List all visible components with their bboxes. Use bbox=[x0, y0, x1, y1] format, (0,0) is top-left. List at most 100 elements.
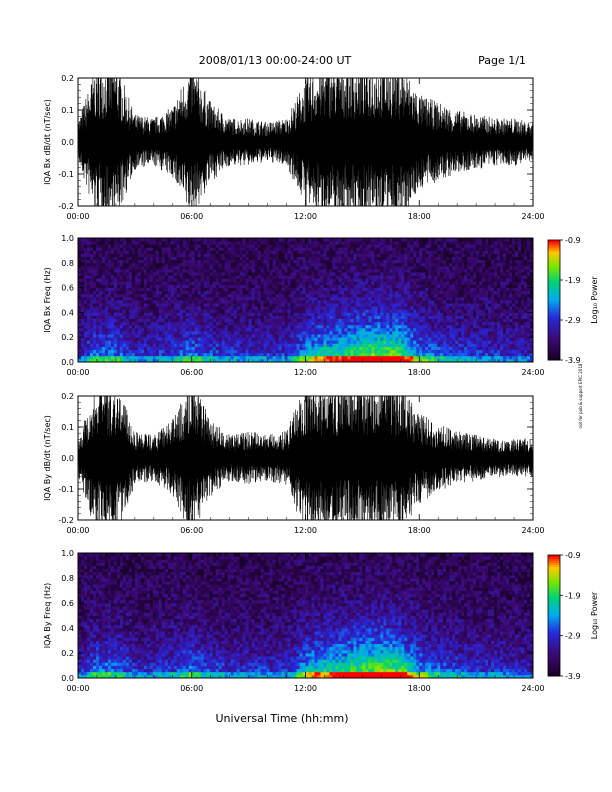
spectrogram-cell bbox=[413, 312, 417, 316]
spectrogram-cell bbox=[101, 349, 106, 354]
spectrogram-cell bbox=[356, 309, 360, 313]
spectrogram-cell bbox=[179, 349, 184, 354]
spectrogram-cell bbox=[332, 272, 336, 276]
spectrogram-cell bbox=[317, 244, 321, 248]
spectrogram-cell bbox=[188, 287, 193, 292]
spectrogram-cell bbox=[392, 290, 396, 295]
spectrogram-cell bbox=[419, 241, 423, 245]
spectrogram-cell bbox=[323, 349, 327, 354]
spectrogram-cell bbox=[419, 331, 423, 335]
spectrogram-cell bbox=[215, 250, 220, 254]
spectrogram-cell bbox=[185, 337, 190, 341]
spectrogram-cell bbox=[350, 290, 354, 295]
spectrogram-cell bbox=[167, 296, 172, 301]
spectrogram-cell bbox=[209, 244, 214, 248]
spectrogram-cell bbox=[80, 290, 85, 295]
spectrogram-cell bbox=[269, 259, 273, 264]
spectrogram-cell bbox=[128, 290, 133, 295]
spectrogram-cell bbox=[218, 315, 223, 319]
spectrogram-cell bbox=[350, 349, 354, 354]
spectrogram-cell bbox=[200, 253, 205, 257]
spectrogram-cell bbox=[353, 352, 357, 357]
spectrogram-cell bbox=[170, 331, 175, 335]
spectrogram-cell bbox=[251, 296, 256, 301]
spectrogram-cell bbox=[248, 327, 253, 332]
spectrogram-cell bbox=[110, 321, 115, 326]
spectrogram-cell bbox=[434, 278, 438, 282]
spectrogram-cell bbox=[314, 238, 318, 242]
spectrogram-cell bbox=[344, 343, 348, 347]
spectrogram-cell bbox=[182, 346, 187, 350]
spectrogram-cell bbox=[326, 349, 330, 354]
spectrogram-cell bbox=[347, 272, 351, 276]
spectrogram-cell bbox=[386, 315, 390, 319]
spectrogram-cell bbox=[320, 269, 324, 273]
spectrogram-cell bbox=[263, 262, 267, 267]
spectrogram-cell bbox=[407, 334, 411, 338]
spectrogram-cell bbox=[230, 262, 235, 267]
spectrogram-cell bbox=[392, 343, 396, 347]
spectrogram-cell bbox=[407, 331, 411, 335]
spectrogram-cell bbox=[374, 250, 378, 254]
spectrogram-cell bbox=[128, 262, 133, 267]
spectrogram-cell bbox=[227, 309, 232, 313]
spectrogram-cell bbox=[350, 259, 354, 264]
spectrogram-cell bbox=[407, 296, 411, 301]
spectrogram-cell bbox=[98, 250, 103, 254]
spectrogram-cell bbox=[419, 265, 423, 270]
spectrogram-cell bbox=[275, 296, 279, 301]
spectrogram-cell bbox=[224, 241, 229, 245]
spectrogram-cell bbox=[395, 238, 399, 242]
spectrogram-cell bbox=[146, 241, 151, 245]
spectrogram-cell bbox=[203, 250, 208, 254]
spectrogram-cell bbox=[341, 275, 345, 279]
spectrogram-cell bbox=[101, 256, 106, 261]
spectrogram-cell bbox=[164, 352, 169, 357]
spectrogram-cell bbox=[386, 340, 390, 344]
spectrogram-cell bbox=[98, 318, 103, 323]
spectrogram-cell bbox=[269, 247, 273, 251]
spectrogram-cell bbox=[224, 312, 229, 316]
spectrogram-cell bbox=[206, 321, 211, 326]
spectrogram-cell bbox=[398, 269, 402, 273]
spectrogram-cell bbox=[377, 337, 381, 341]
spectrogram-cell bbox=[107, 244, 112, 248]
spectrogram-cell bbox=[152, 256, 157, 261]
spectrogram-cell bbox=[293, 256, 297, 261]
spectrogram-cell bbox=[332, 265, 336, 270]
spectrogram-cell bbox=[335, 262, 339, 267]
spectrogram-cell bbox=[143, 346, 148, 350]
spectrogram-cell bbox=[185, 349, 190, 354]
spectrogram-cell bbox=[419, 259, 423, 264]
spectrogram-cell bbox=[443, 331, 447, 335]
spectrogram-cell bbox=[212, 238, 217, 242]
spectrogram-cell bbox=[143, 284, 148, 288]
spectrogram-cell bbox=[257, 244, 261, 248]
spectrogram-cell bbox=[440, 306, 444, 310]
spectrogram-cell bbox=[314, 321, 318, 326]
spectrogram-cell bbox=[233, 300, 238, 304]
spectrogram-cell bbox=[281, 352, 285, 357]
spectrogram-cell bbox=[134, 300, 139, 304]
spectrogram-cell bbox=[368, 321, 372, 326]
spectrogram-cell bbox=[92, 349, 97, 354]
spectrogram-cell bbox=[158, 331, 163, 335]
spectrogram-cell bbox=[203, 334, 208, 338]
spectrogram-cell bbox=[239, 349, 244, 354]
spectrogram-cell bbox=[209, 315, 214, 319]
spectrogram-cell bbox=[290, 250, 294, 254]
spectrogram-cell bbox=[398, 281, 402, 285]
spectrogram-cell bbox=[404, 256, 408, 261]
spectrogram-cell bbox=[362, 238, 366, 242]
spectrogram-cell bbox=[398, 241, 402, 245]
spectrogram-cell bbox=[362, 352, 366, 357]
spectrogram-cell bbox=[152, 287, 157, 292]
spectrogram-cell bbox=[371, 269, 375, 273]
spectrogram-cell bbox=[305, 312, 309, 316]
spectrogram-cell bbox=[137, 278, 142, 282]
spectrogram-cell bbox=[140, 312, 145, 316]
spectrogram-cell bbox=[152, 265, 157, 270]
spectrogram-cell bbox=[194, 241, 199, 245]
spectrogram-cell bbox=[308, 253, 312, 257]
spectrogram-cell bbox=[389, 334, 393, 338]
